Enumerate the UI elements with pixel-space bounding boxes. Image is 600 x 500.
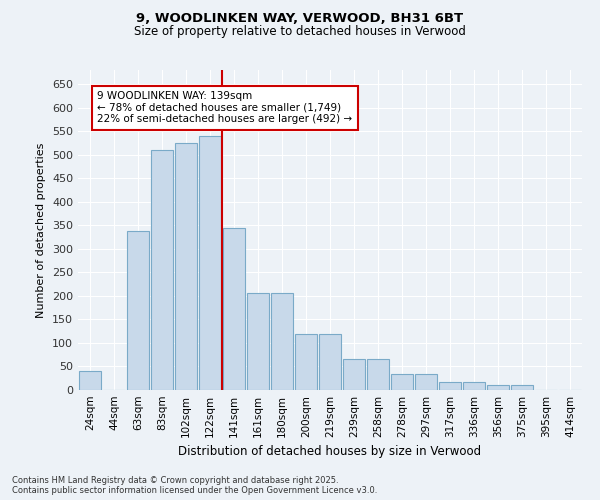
Y-axis label: Number of detached properties: Number of detached properties — [37, 142, 46, 318]
Text: Size of property relative to detached houses in Verwood: Size of property relative to detached ho… — [134, 25, 466, 38]
Text: 9, WOODLINKEN WAY, VERWOOD, BH31 6BT: 9, WOODLINKEN WAY, VERWOOD, BH31 6BT — [136, 12, 464, 26]
Bar — [223, 228, 245, 390]
Bar — [391, 374, 413, 390]
Text: 9 WOODLINKEN WAY: 139sqm
← 78% of detached houses are smaller (1,749)
22% of sem: 9 WOODLINKEN WAY: 139sqm ← 78% of detach… — [97, 91, 352, 124]
Bar — [511, 386, 533, 390]
Bar — [295, 334, 317, 390]
Bar — [271, 292, 293, 390]
Bar — [151, 150, 173, 390]
Text: Contains HM Land Registry data © Crown copyright and database right 2025.
Contai: Contains HM Land Registry data © Crown c… — [12, 476, 377, 495]
X-axis label: Distribution of detached houses by size in Verwood: Distribution of detached houses by size … — [178, 446, 482, 458]
Bar — [319, 334, 341, 390]
Bar — [415, 374, 437, 390]
Bar — [439, 382, 461, 390]
Bar — [343, 359, 365, 390]
Bar — [127, 231, 149, 390]
Bar — [487, 386, 509, 390]
Bar — [199, 136, 221, 390]
Bar — [247, 292, 269, 390]
Bar — [463, 382, 485, 390]
Bar — [79, 371, 101, 390]
Bar — [175, 143, 197, 390]
Bar — [367, 359, 389, 390]
